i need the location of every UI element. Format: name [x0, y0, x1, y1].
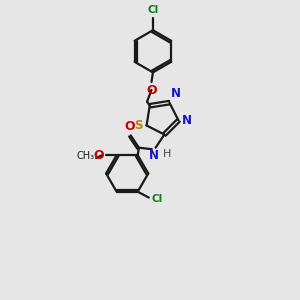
Text: CH₃: CH₃: [77, 151, 95, 161]
Text: N: N: [171, 87, 181, 100]
Text: Cl: Cl: [152, 194, 163, 204]
Text: Cl: Cl: [147, 5, 159, 15]
Text: N: N: [182, 114, 192, 127]
Text: N: N: [149, 149, 159, 162]
Text: O: O: [94, 149, 104, 162]
Text: H: H: [163, 149, 171, 159]
Text: O: O: [124, 120, 134, 133]
Text: S: S: [134, 119, 143, 132]
Text: O: O: [146, 83, 157, 97]
